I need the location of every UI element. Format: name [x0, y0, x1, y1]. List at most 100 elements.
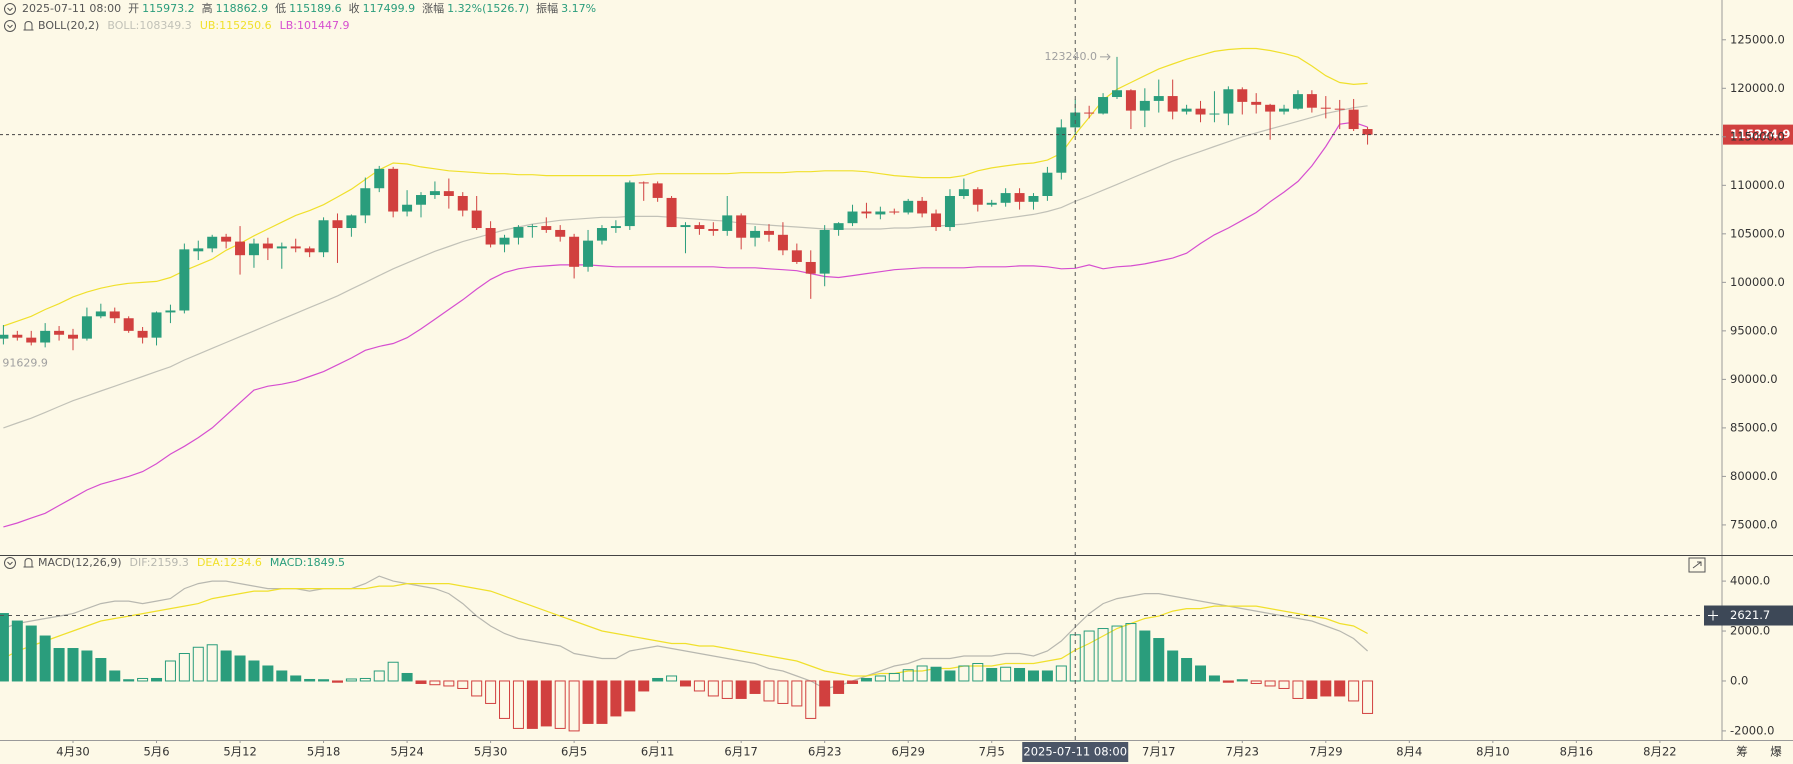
y-tick-label: 0.0 [1730, 673, 1748, 687]
legend-entry: LB:101447.9 [280, 19, 350, 32]
candle-body [1265, 104, 1276, 112]
candle-body [1000, 193, 1011, 203]
macd-bar [331, 680, 343, 683]
candle-body [1362, 129, 1373, 135]
y-tick-label: 95000.0 [1730, 323, 1778, 337]
macd-bar [1348, 680, 1360, 702]
macd-bar [1250, 680, 1262, 684]
candle-body [791, 250, 802, 262]
header-label: 涨幅 [422, 2, 444, 15]
candle-body [81, 316, 92, 339]
macd-bar [666, 675, 678, 682]
candle-body [388, 168, 399, 212]
toolbar-button[interactable]: 爆 [1770, 745, 1782, 759]
candle-body [248, 243, 259, 256]
candle-body [1028, 195, 1039, 202]
macd-icon[interactable] [4, 557, 34, 569]
macd-bar [860, 677, 872, 682]
macd-bar [721, 680, 733, 699]
x-tick-label: 8月4 [1396, 745, 1422, 759]
macd-bar [554, 680, 566, 729]
header-value: 118862.9 [216, 2, 269, 15]
candle-body [1292, 94, 1303, 109]
macd-bar [290, 675, 302, 682]
macd-bar [1236, 679, 1248, 682]
macd-bar [763, 680, 775, 702]
high-annotation-arrow [1100, 53, 1111, 61]
macd-bar [679, 680, 691, 687]
candle-body [903, 200, 914, 213]
macd-bar [11, 620, 23, 682]
macd-bar [318, 679, 330, 682]
macd-bar [276, 670, 288, 682]
y-tick-label: 80000.0 [1730, 469, 1778, 483]
x-tick-label: 6月23 [808, 745, 841, 759]
candle-body [666, 197, 677, 228]
header-label: 收 [349, 1, 360, 15]
macd-bar [958, 665, 970, 682]
macd-bar [1111, 625, 1123, 682]
boll-icon[interactable] [4, 20, 34, 32]
candle-body [207, 236, 218, 249]
candle-body [1084, 112, 1095, 114]
macd-bar [151, 677, 163, 682]
macd-bar [1362, 680, 1374, 714]
macd-bar [1139, 630, 1151, 682]
header-label: 低 [275, 2, 286, 15]
header-label: 高 [202, 1, 213, 15]
macd-bar [1208, 675, 1220, 682]
macd-bar [777, 680, 789, 704]
macd-bar [610, 680, 622, 717]
macd-bar [1014, 667, 1026, 682]
candle-body [276, 246, 287, 249]
macd-bar [415, 680, 427, 684]
header-label: 开 [128, 2, 139, 15]
macd-bar [707, 680, 719, 697]
macd-bar [512, 680, 524, 729]
macd-bar [1306, 680, 1318, 699]
header-icon[interactable] [4, 3, 16, 15]
macd-bar [499, 680, 511, 719]
candle-body [764, 230, 774, 235]
toolbar-button[interactable]: 筹 [1736, 745, 1748, 759]
y-tick-label: 4000.0 [1730, 574, 1770, 588]
macd-bar [805, 680, 817, 719]
candle-body [1223, 89, 1234, 114]
macd-bar [123, 679, 135, 682]
crosshair-time-box [1022, 742, 1129, 762]
macd-bar [359, 677, 371, 682]
macd-bar [596, 680, 608, 724]
low-annotation: 91629.9 [2, 357, 48, 370]
x-tick-label: 7月5 [979, 745, 1005, 759]
x-tick-label: 6月29 [891, 745, 924, 759]
candle-body [541, 226, 552, 230]
macd-bar [624, 680, 636, 712]
candle-body [151, 312, 162, 338]
candle-body [1042, 172, 1053, 196]
candle-body [471, 210, 482, 229]
legend-entry: DIF:2159.3 [130, 556, 189, 569]
macd-bar [262, 665, 274, 682]
header-date: 2025-07-11 08:00 [22, 2, 121, 15]
indicator-name: MACD(12,26,9) [38, 556, 122, 569]
macd-bar [916, 665, 928, 682]
x-tick-label: 5月18 [307, 745, 340, 759]
macd-bar [874, 675, 886, 682]
x-tick-label: 7月17 [1142, 745, 1175, 759]
candle-body [972, 189, 983, 205]
candle-body [54, 330, 65, 335]
candle-body [1279, 108, 1290, 112]
expand-button[interactable] [1688, 557, 1706, 573]
macd-bar [568, 680, 580, 732]
macd-bar [443, 680, 455, 687]
candle-body [1195, 108, 1206, 115]
candle-body [1139, 100, 1150, 111]
y-tick-label: 105000.0 [1730, 226, 1785, 240]
candle-body [1348, 109, 1359, 130]
macd-bar [902, 669, 914, 682]
macd-bar [39, 635, 51, 682]
candle-body [165, 310, 176, 313]
